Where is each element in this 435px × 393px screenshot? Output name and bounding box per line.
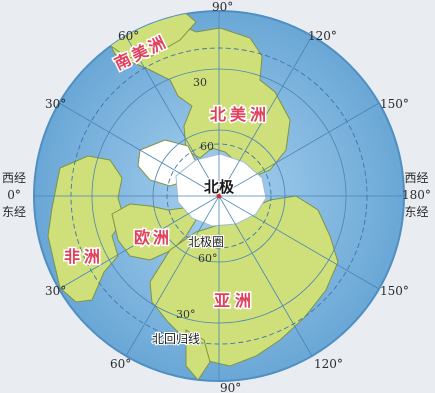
meridian-label-lower-left-60: 60°: [110, 357, 131, 371]
africa-label: 非洲: [64, 247, 104, 266]
lat-30-upper-label: 30: [193, 76, 207, 89]
meridian-label-upper-left-60: 60°: [118, 29, 139, 43]
lat-60-lower-label: 60°: [198, 252, 218, 265]
meridian-label-upper-right-150: 150°: [380, 97, 409, 111]
left-edge-west-label: 西经: [2, 171, 27, 185]
meridian-label-upper-left-30: 30°: [45, 97, 66, 111]
north-pole-label: 北极: [204, 178, 235, 196]
europe-label: 欧洲: [134, 228, 172, 247]
asia-label: 亚洲: [214, 291, 256, 310]
indian-subcontinent: [185, 329, 211, 381]
north-america-label: 北美洲: [210, 105, 270, 124]
meridian-label-upper-right-120: 120°: [308, 29, 337, 43]
meridian-label-bottom: 90°: [220, 381, 241, 393]
right-edge-east-label: 东经: [404, 205, 429, 219]
left-edge-labels: 西经 0° 东经: [2, 170, 26, 221]
north-pole-dot: [216, 193, 222, 199]
lat-30-lower-label: 30°: [176, 308, 196, 321]
meridian-label-lower-right-150: 150°: [380, 284, 409, 298]
right-edge-degree-label: 180°: [402, 188, 431, 202]
meridian-label-top: 90°: [212, 0, 233, 14]
right-edge-labels: 西经 180° 东经: [402, 170, 431, 221]
lat-60-upper-label: 60: [200, 140, 214, 153]
meridian-label-lower-left-30: 30°: [45, 284, 66, 298]
arctic-circle-label: 北极圈: [188, 235, 224, 249]
left-edge-degree-label: 0°: [7, 188, 21, 202]
left-edge-east-label: 东经: [2, 205, 27, 219]
africa-landmass: [47, 155, 125, 303]
tropic-of-cancer-label: 北回归线: [152, 332, 200, 346]
meridian-label-lower-right-120: 120°: [314, 357, 343, 371]
right-edge-west-label: 西经: [404, 171, 429, 185]
